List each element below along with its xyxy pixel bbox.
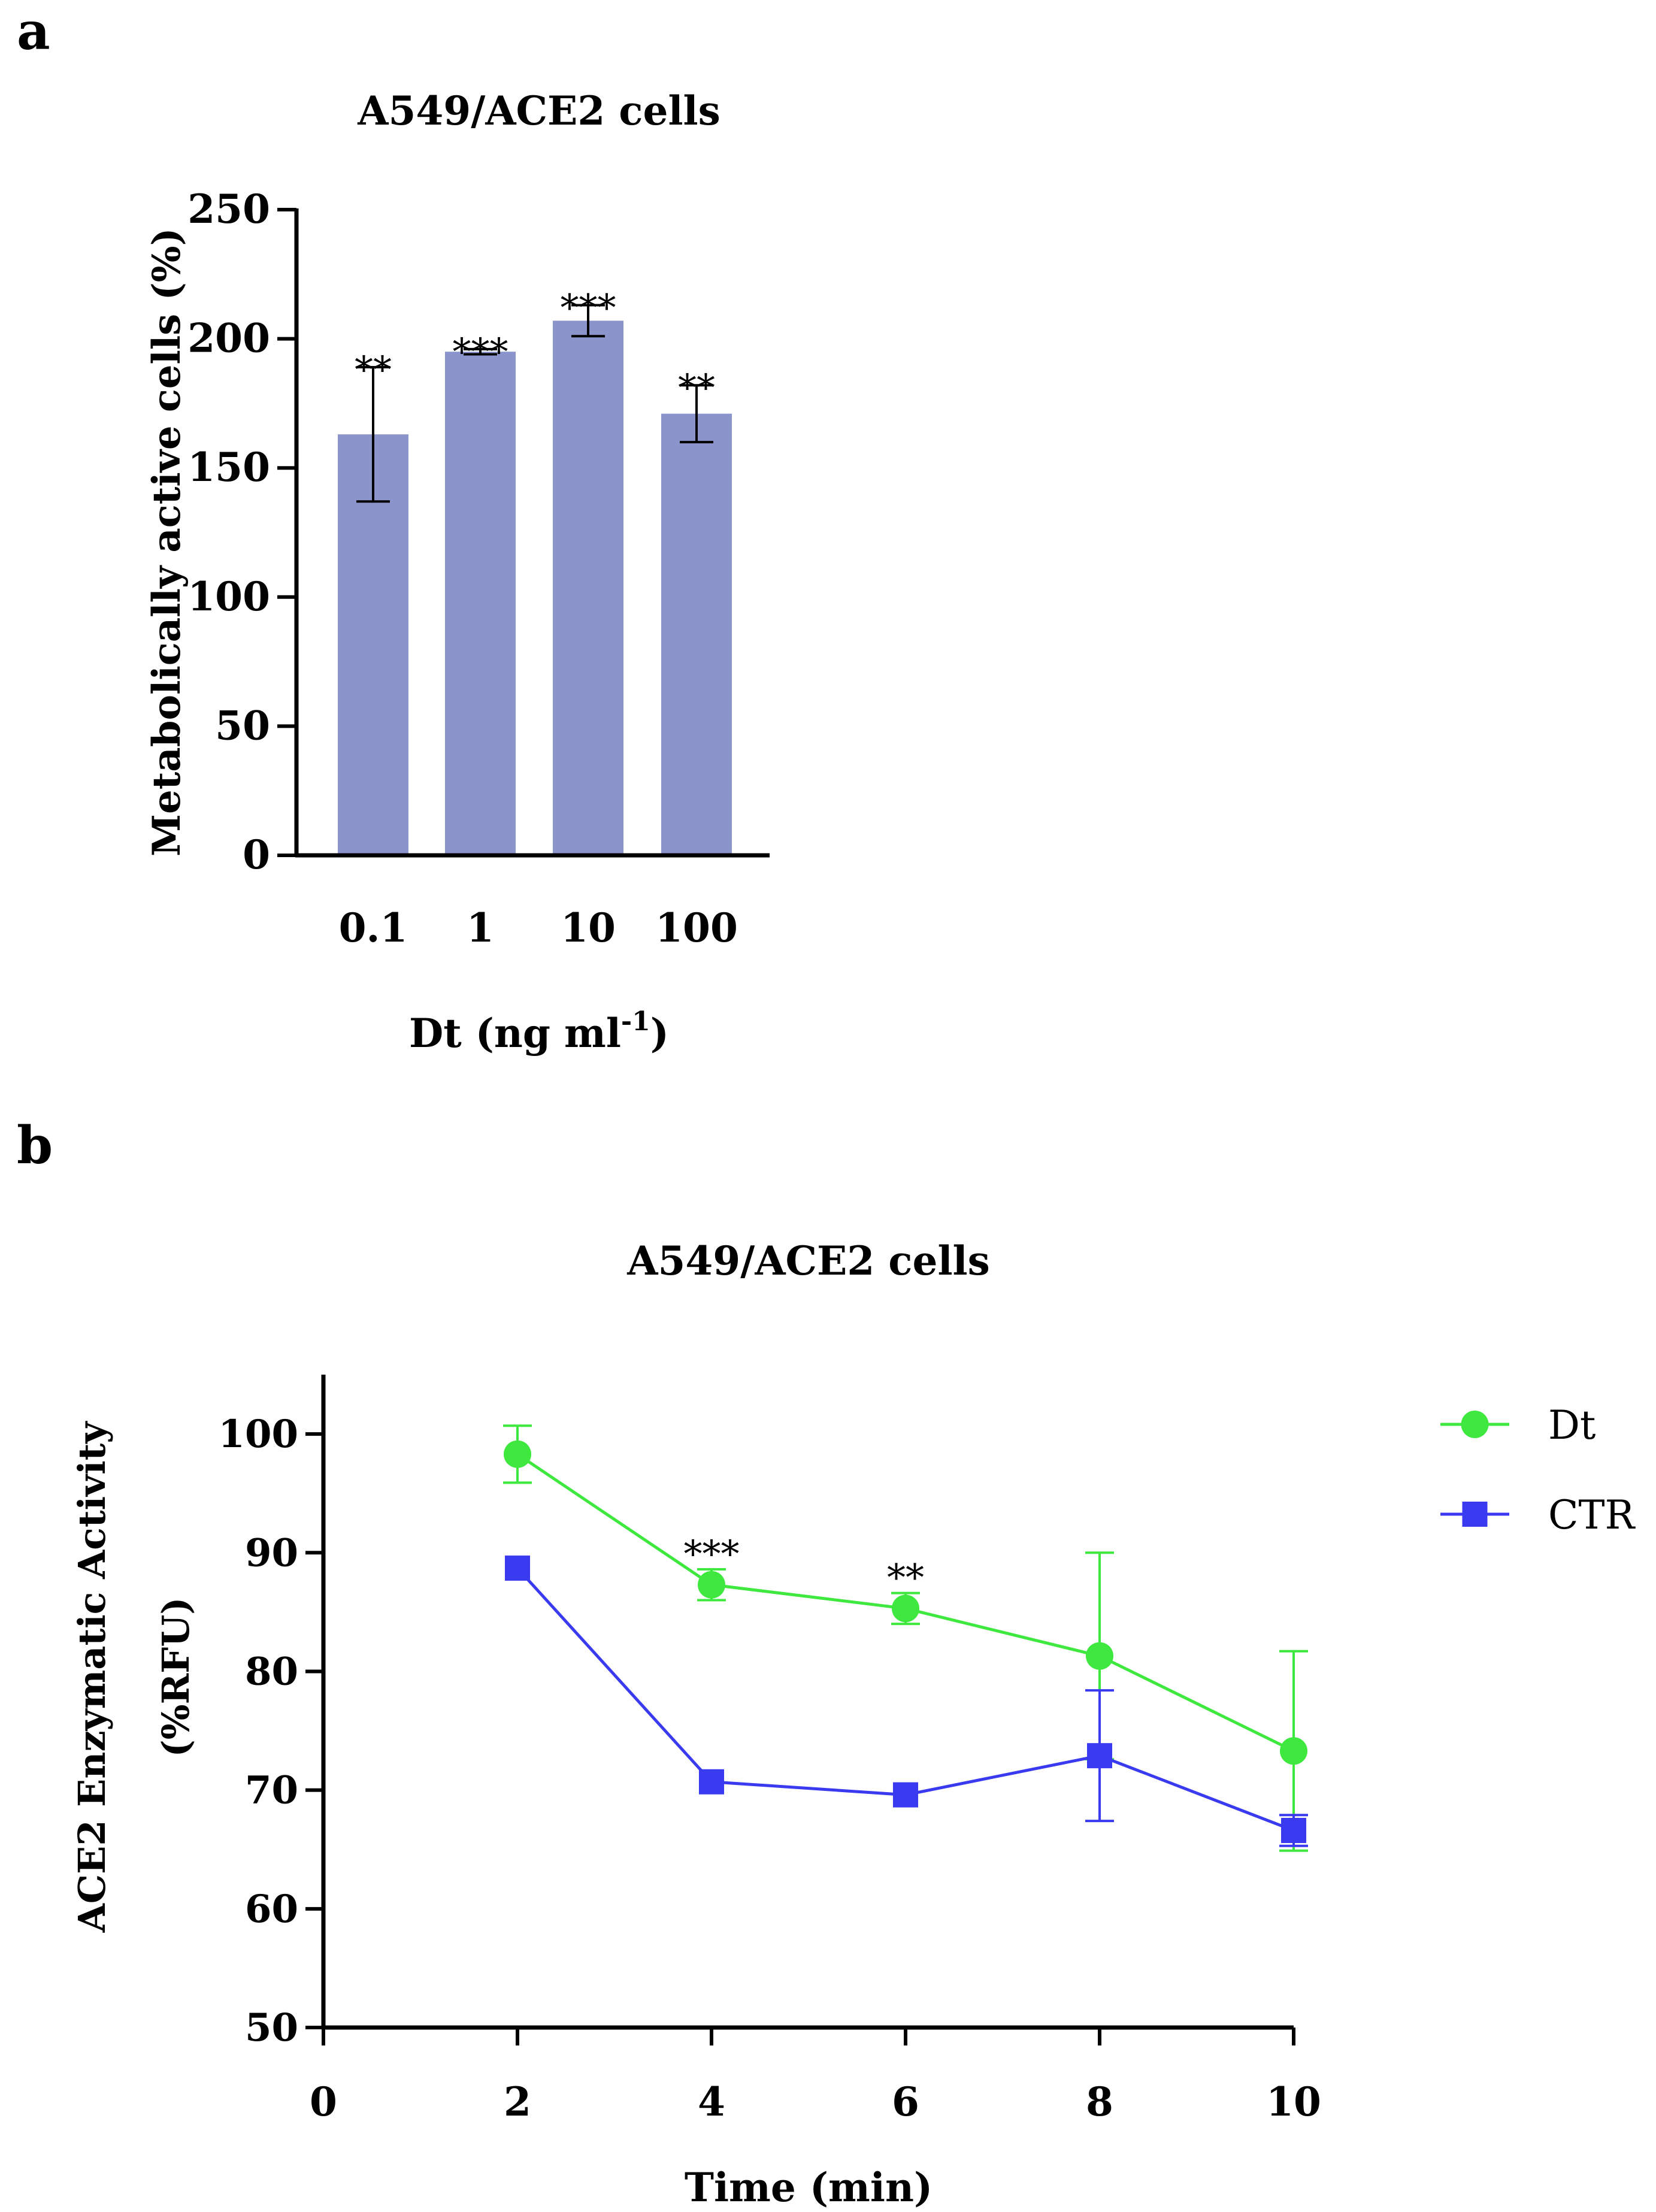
chart-a-annotations: ** ********: [355, 286, 715, 410]
y-tick-label: 150: [187, 444, 270, 491]
x-tick-label: 100: [655, 904, 738, 951]
significance-label: **: [355, 348, 392, 392]
chart-a-title: A549/ACE2 cells: [357, 87, 720, 134]
legend-marker: [1461, 1411, 1489, 1438]
data-point: [892, 1594, 919, 1623]
series-ctr: [505, 1556, 1308, 1847]
x-tick-label: 4: [698, 2078, 725, 2125]
data-point: [505, 1556, 530, 1581]
series-dt: [503, 1424, 1308, 1852]
bar-1: [445, 352, 516, 855]
y-tick-label: 200: [187, 315, 270, 362]
chart-b-series: [503, 1424, 1308, 1852]
chart-a-error-bars: [356, 304, 713, 503]
chart-b-x-ticks: 0 2 4 6 8 10: [310, 2028, 1321, 2125]
x-tick-label: 0: [310, 2078, 337, 2125]
data-point: [893, 1782, 918, 1808]
chart-a-y-ticks: 0 50 100 150 200 250: [187, 186, 296, 878]
significance-label: ***: [561, 286, 616, 330]
x-tick-label: 10: [1266, 2078, 1321, 2125]
data-point: [504, 1440, 531, 1468]
x-tick-label: 6: [892, 2078, 919, 2125]
significance-label: **: [887, 1556, 924, 1600]
y-tick-label: 70: [245, 1768, 298, 1813]
panel-label-b: b: [17, 1115, 53, 1176]
chart-b-title: A549/ACE2 cells: [626, 1237, 990, 1284]
legend-label-dt: Dt: [1548, 1402, 1596, 1448]
y-tick-label: 0: [243, 831, 270, 878]
chart-b-y-label-line2: (%RFU): [154, 1597, 198, 1757]
legend-marker: [1462, 1502, 1488, 1527]
x-tick-label: 1: [467, 904, 494, 951]
bar-10: [553, 320, 623, 855]
significance-label: ***: [684, 1532, 740, 1576]
data-point: [698, 1571, 725, 1599]
chart-b-axes: [321, 1375, 1294, 2030]
panel-label-a: a: [17, 1, 50, 62]
chart-a-bars: [338, 320, 732, 855]
x-tick-label: 8: [1086, 2078, 1113, 2125]
data-point: [1280, 1737, 1307, 1765]
y-tick-label: 80: [245, 1649, 298, 1694]
chart-a-y-label: Metabolically active cells (%): [144, 228, 189, 857]
chart-b-legend: Dt CTR: [1440, 1402, 1636, 1538]
y-tick-label: 250: [187, 186, 270, 232]
chart-a-x-ticks: 0.1 1 10 100: [339, 904, 738, 951]
legend-label-ctr: CTR: [1548, 1492, 1636, 1538]
chart-a-axes: [294, 208, 770, 858]
chart-b-x-label: Time (min): [685, 2164, 933, 2211]
significance-label: ***: [453, 330, 508, 374]
x-tick-label: 0.1: [339, 904, 408, 951]
y-tick-label: 60: [245, 1887, 298, 1932]
chart-a-x-label: Dt (ng ml-1): [409, 1006, 669, 1057]
x-tick-label: 10: [561, 904, 616, 951]
bar-0.1: [338, 434, 408, 855]
data-point: [1086, 1642, 1113, 1670]
y-tick-label: 50: [215, 702, 270, 749]
y-tick-label: 100: [218, 1412, 298, 1457]
data-point: [1087, 1743, 1112, 1769]
y-tick-label: 50: [245, 2005, 298, 2050]
data-point: [699, 1769, 724, 1795]
x-tick-label: 2: [504, 2078, 531, 2125]
chart-b-annotations: *****: [684, 1532, 925, 1600]
significance-label: **: [678, 366, 715, 410]
data-point: [1281, 1818, 1306, 1844]
chart-b-y-label-line1: ACE2 Enzymatic Activity: [70, 1421, 114, 1933]
bar-100: [661, 413, 732, 855]
y-tick-label: 90: [245, 1530, 298, 1575]
chart-b-y-ticks: 50 60 70 80 90 100: [218, 1412, 323, 2050]
y-tick-label: 100: [187, 573, 270, 620]
